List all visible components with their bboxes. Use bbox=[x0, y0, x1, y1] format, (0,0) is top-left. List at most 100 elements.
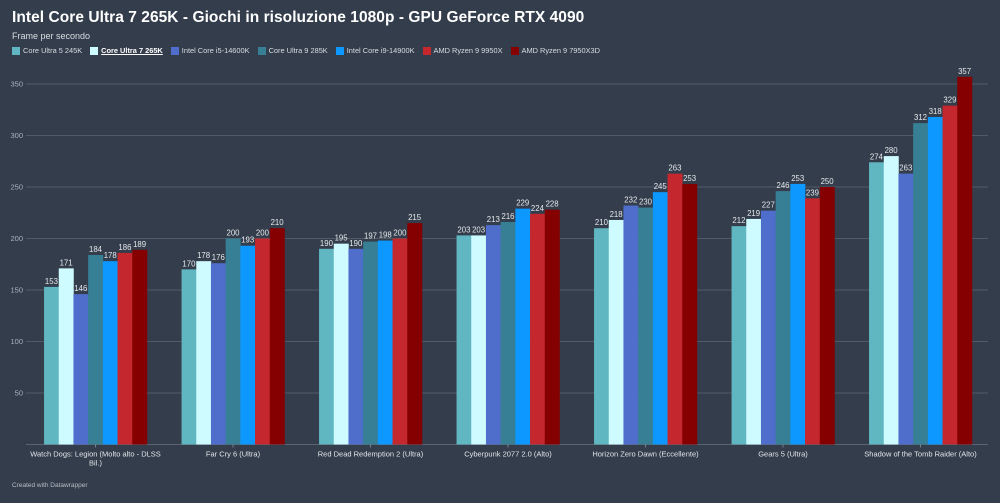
bar bbox=[623, 205, 639, 445]
legend-swatch bbox=[90, 46, 99, 55]
legend-swatch bbox=[422, 46, 431, 55]
bar bbox=[898, 173, 914, 445]
legend-item-core-ultra-5-245k[interactable]: Core Ultra 5 245K bbox=[12, 46, 82, 55]
bar bbox=[269, 228, 285, 445]
y-tick-label: 150 bbox=[10, 286, 23, 295]
bar bbox=[957, 76, 973, 445]
x-category-label: Horizon Zero Dawn (Eccellente) bbox=[592, 450, 699, 459]
bar-value-label: 186 bbox=[118, 243, 131, 252]
legend-swatch bbox=[12, 46, 20, 55]
bar-value-label: 245 bbox=[654, 182, 668, 191]
bar-value-label: 195 bbox=[335, 234, 349, 243]
bar bbox=[485, 225, 501, 445]
x-category-label: Far Cry 6 (Ultra) bbox=[206, 450, 261, 459]
x-category-label: Gears 5 (Ultra) bbox=[758, 450, 808, 459]
bar bbox=[348, 248, 364, 445]
bar-value-label: 274 bbox=[870, 152, 884, 161]
bar bbox=[117, 252, 133, 445]
bar bbox=[456, 235, 472, 445]
x-category-label: Shadow of the Tomb Raider (Alto) bbox=[864, 450, 977, 459]
bar bbox=[927, 116, 943, 445]
legend-label: Intel Core i9-14900K bbox=[346, 46, 415, 55]
bar bbox=[544, 209, 560, 445]
bar bbox=[790, 183, 806, 445]
bar-value-label: 146 bbox=[74, 284, 87, 293]
bar-value-label: 253 bbox=[791, 174, 804, 183]
bar-value-label: 250 bbox=[821, 177, 835, 186]
bar-value-label: 263 bbox=[899, 164, 912, 173]
bar bbox=[181, 269, 197, 445]
y-tick-label: 100 bbox=[10, 337, 23, 346]
bar bbox=[667, 173, 683, 445]
bar-value-label: 215 bbox=[408, 213, 422, 222]
legend-label: Intel Core i5-14600K bbox=[181, 46, 250, 55]
bar bbox=[73, 294, 89, 445]
bar bbox=[225, 238, 241, 445]
bar bbox=[682, 183, 698, 445]
bar bbox=[530, 213, 546, 445]
bar-value-label: 210 bbox=[271, 218, 285, 227]
bar-value-label: 280 bbox=[885, 146, 899, 155]
bar bbox=[731, 226, 747, 445]
bar bbox=[132, 249, 148, 445]
bar-value-label: 184 bbox=[89, 245, 103, 254]
bar bbox=[652, 192, 668, 445]
bar-value-label: 239 bbox=[806, 188, 819, 197]
legend-label: Core Ultra 5 245K bbox=[23, 46, 83, 55]
bar-value-label: 329 bbox=[943, 96, 956, 105]
legend-label: AMD Ryzen 9 7950X3D bbox=[521, 46, 601, 55]
legend-swatch bbox=[170, 46, 179, 55]
bar-value-label: 170 bbox=[182, 259, 196, 268]
bar bbox=[210, 263, 226, 445]
legend: Core Ultra 5 245K Core Ultra 7 265K Inte… bbox=[12, 46, 608, 55]
bar bbox=[883, 156, 899, 445]
bar-value-label: 318 bbox=[929, 107, 942, 116]
bar-value-label: 200 bbox=[256, 229, 270, 238]
legend-item-amd-ryzen-9-7950x3d[interactable]: AMD Ryzen 9 7950X3D bbox=[510, 46, 601, 55]
bar-value-label: 189 bbox=[133, 240, 146, 249]
bar-value-label: 357 bbox=[958, 67, 971, 76]
bar bbox=[255, 238, 271, 445]
bar bbox=[746, 218, 762, 445]
bar-value-label: 153 bbox=[45, 277, 58, 286]
bar-value-label: 203 bbox=[457, 225, 470, 234]
legend-swatch bbox=[510, 46, 519, 55]
bar-value-label: 230 bbox=[639, 198, 653, 207]
legend-swatch bbox=[257, 46, 266, 55]
bar-value-label: 227 bbox=[762, 201, 775, 210]
bar-value-label: 190 bbox=[349, 239, 363, 248]
bar-value-label: 219 bbox=[747, 209, 760, 218]
legend-label: Core Ultra 7 265K bbox=[101, 46, 163, 55]
bar bbox=[196, 261, 212, 445]
bar bbox=[471, 235, 487, 445]
y-tick-label: 250 bbox=[10, 183, 23, 192]
bar bbox=[44, 286, 60, 445]
bar-value-label: 228 bbox=[546, 200, 559, 209]
bar-value-label: 197 bbox=[364, 232, 377, 241]
legend-item-intel-core-i5-14600k[interactable]: Intel Core i5-14600K bbox=[170, 46, 250, 55]
bar bbox=[319, 248, 335, 445]
legend-item-core-ultra-9-285k[interactable]: Core Ultra 9 285K bbox=[257, 46, 328, 55]
bar-value-label: 229 bbox=[516, 199, 529, 208]
bar-value-label: 232 bbox=[624, 196, 637, 205]
x-category-label: Watch Dogs: Legion (Molto alto - DLSS bbox=[30, 450, 161, 459]
legend-item-core-ultra-7-265k[interactable]: Core Ultra 7 265K bbox=[90, 46, 163, 55]
x-category-label: Bil.) bbox=[89, 459, 102, 468]
bar-value-label: 190 bbox=[320, 239, 334, 248]
bar bbox=[869, 162, 885, 445]
bar-value-label: 171 bbox=[60, 258, 73, 267]
bar-value-label: 218 bbox=[610, 210, 623, 219]
bar bbox=[88, 254, 104, 445]
bar bbox=[363, 241, 379, 445]
bar bbox=[58, 268, 74, 445]
bar bbox=[515, 208, 531, 445]
y-tick-label: 50 bbox=[15, 389, 23, 398]
bar-value-label: 216 bbox=[501, 212, 514, 221]
x-category-label: Red Dead Redemption 2 (Ultra) bbox=[318, 450, 424, 459]
legend-label: Core Ultra 9 285K bbox=[268, 46, 328, 55]
bar-value-label: 212 bbox=[732, 216, 745, 225]
legend-item-intel-core-i9-14900k[interactable]: Intel Core i9-14900K bbox=[335, 46, 415, 55]
legend-item-amd-ryzen-9-9950x[interactable]: AMD Ryzen 9 9950X bbox=[422, 46, 503, 55]
bar bbox=[594, 228, 610, 445]
bar bbox=[775, 191, 791, 445]
